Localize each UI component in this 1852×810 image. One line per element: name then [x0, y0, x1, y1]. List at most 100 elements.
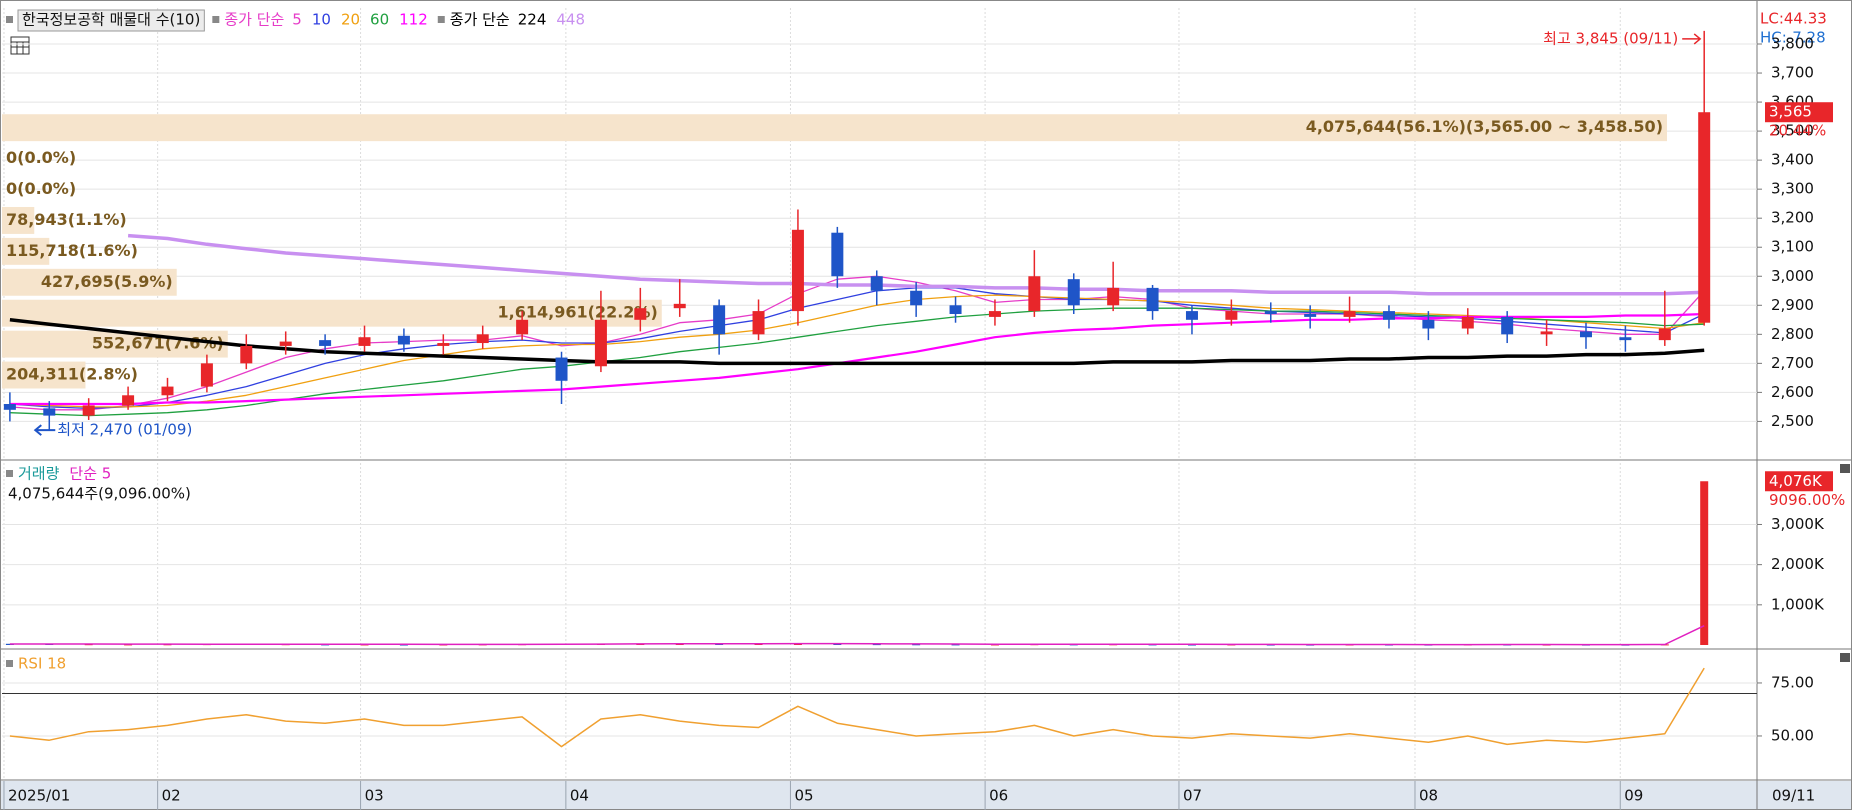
y-tick-label: 3,500 — [1771, 122, 1814, 140]
close-panel-button[interactable] — [1840, 464, 1850, 473]
legend-marker — [6, 660, 13, 667]
profile-label: 4,075,644(56.1%)(3,565.00 ~ 3,458.50) — [1306, 117, 1663, 136]
y-tick-label: 3,000 — [1771, 267, 1814, 285]
profile-label: 0(0.0%) — [6, 148, 76, 167]
candle-body — [397, 335, 410, 345]
candle-body — [240, 345, 253, 364]
rsi-line — [9, 667, 1705, 748]
candle-body — [634, 308, 647, 320]
y-tick-label: 2,900 — [1771, 296, 1814, 314]
calendar-box[interactable] — [10, 36, 30, 55]
candle-body — [279, 341, 292, 346]
y-tick-label: 2,800 — [1771, 325, 1814, 343]
candle-body — [1501, 316, 1514, 335]
legend-label: 종가 단순 — [224, 11, 284, 29]
legend-label: 종가 단순 — [450, 11, 510, 29]
y-tick-label: 2,600 — [1771, 383, 1814, 401]
x-tick-label: 05 — [794, 787, 813, 805]
candle-body — [437, 343, 450, 346]
legend-marker — [212, 16, 220, 23]
candle-body — [1343, 311, 1356, 317]
high-label: 최고 3,845 (09/11) — [1543, 29, 1678, 47]
moving-average-line — [9, 318, 1705, 366]
candle-body — [1658, 328, 1671, 341]
candle-body — [673, 303, 686, 309]
legend-entry: RSI 18 — [18, 655, 66, 673]
candle-body — [1146, 287, 1159, 312]
profile-label: 1,614,961(22.2%) — [498, 303, 658, 322]
candle-body — [1225, 311, 1238, 320]
candle-body — [1185, 311, 1198, 320]
y-tick-label: 3,800 — [1771, 35, 1814, 53]
candle-body — [1382, 311, 1395, 320]
profile-label: 204,311(2.8%) — [6, 365, 138, 384]
value-tag — [1765, 102, 1833, 123]
volume-bar — [1700, 481, 1709, 645]
candle-body — [1540, 331, 1553, 335]
y-tick-label: 3,000K — [1771, 515, 1825, 533]
candle-body — [988, 311, 1001, 317]
candle-body — [1304, 314, 1317, 317]
candle-body — [319, 340, 332, 346]
candle-body — [82, 405, 95, 416]
volume-title: 거래량 — [18, 465, 60, 483]
x-tick-label: 2025/01 — [8, 787, 70, 805]
volume-ma-line — [9, 625, 1705, 646]
y-tick-label: 2,500 — [1771, 412, 1814, 430]
close-panel-button[interactable] — [1840, 653, 1850, 662]
profile-band — [2, 268, 177, 296]
moving-average-line — [9, 294, 1705, 408]
candle-body — [910, 290, 923, 306]
lc-label: LC:44.33 — [1760, 10, 1827, 28]
legend-entry: 224 — [518, 11, 547, 29]
y-tick-label: 2,700 — [1771, 354, 1814, 372]
candle-body — [200, 363, 213, 387]
legend-marker — [437, 16, 445, 23]
y-tick-label: 3,100 — [1771, 238, 1814, 256]
legend-marker — [6, 16, 13, 23]
volume-bar — [833, 643, 842, 645]
legend-entry: 10 — [312, 11, 331, 29]
y-tick-label: 75.00 — [1771, 673, 1814, 691]
x-tick-label: 09 — [1624, 787, 1643, 805]
legend-entry: 448 — [556, 11, 585, 29]
last-date-label: 09/11 — [1772, 787, 1815, 805]
calendar-icon[interactable] — [10, 36, 30, 55]
candle-body — [949, 305, 962, 314]
candle-body — [1264, 311, 1277, 314]
hc-label: HC:-7.28 — [1760, 29, 1826, 47]
profile-band — [2, 299, 662, 327]
profile-label: 78,943(1.1%) — [6, 210, 127, 229]
candle-body — [555, 357, 568, 381]
candle-body — [1619, 337, 1632, 341]
y-tick-label: 3,300 — [1771, 180, 1814, 198]
legend-entry: 단순 5 — [69, 465, 111, 483]
candle-body — [3, 404, 16, 410]
legend-entry: 60 — [370, 11, 389, 29]
candle-body — [1028, 276, 1041, 312]
chart-title: 한국정보공학 매물대 수(10) — [22, 11, 200, 29]
candle-body — [43, 408, 56, 416]
low-arrow — [33, 424, 56, 436]
volume-bar — [951, 644, 960, 646]
low-label: 최저 2,470 (01/09) — [57, 421, 192, 439]
volume-bar — [124, 644, 133, 646]
candle-body — [713, 305, 726, 335]
y-tick-label: 50.00 — [1771, 726, 1814, 744]
title-box — [17, 9, 205, 32]
profile-band — [2, 206, 35, 234]
legend-entry: 5 — [292, 11, 302, 29]
x-tick-label: 04 — [570, 787, 589, 805]
profile-label: 427,695(5.9%) — [41, 272, 173, 291]
profile-band — [2, 330, 228, 358]
candle-body — [161, 386, 174, 396]
y-tick-label: 3,400 — [1771, 151, 1814, 169]
candle-body — [476, 334, 489, 344]
change-label: 9096.00% — [1769, 491, 1845, 509]
value-tag-label: 3,565 — [1769, 103, 1812, 121]
candle-body — [831, 232, 844, 277]
x-axis-bar — [0, 781, 1852, 810]
x-tick-label: 02 — [162, 787, 181, 805]
